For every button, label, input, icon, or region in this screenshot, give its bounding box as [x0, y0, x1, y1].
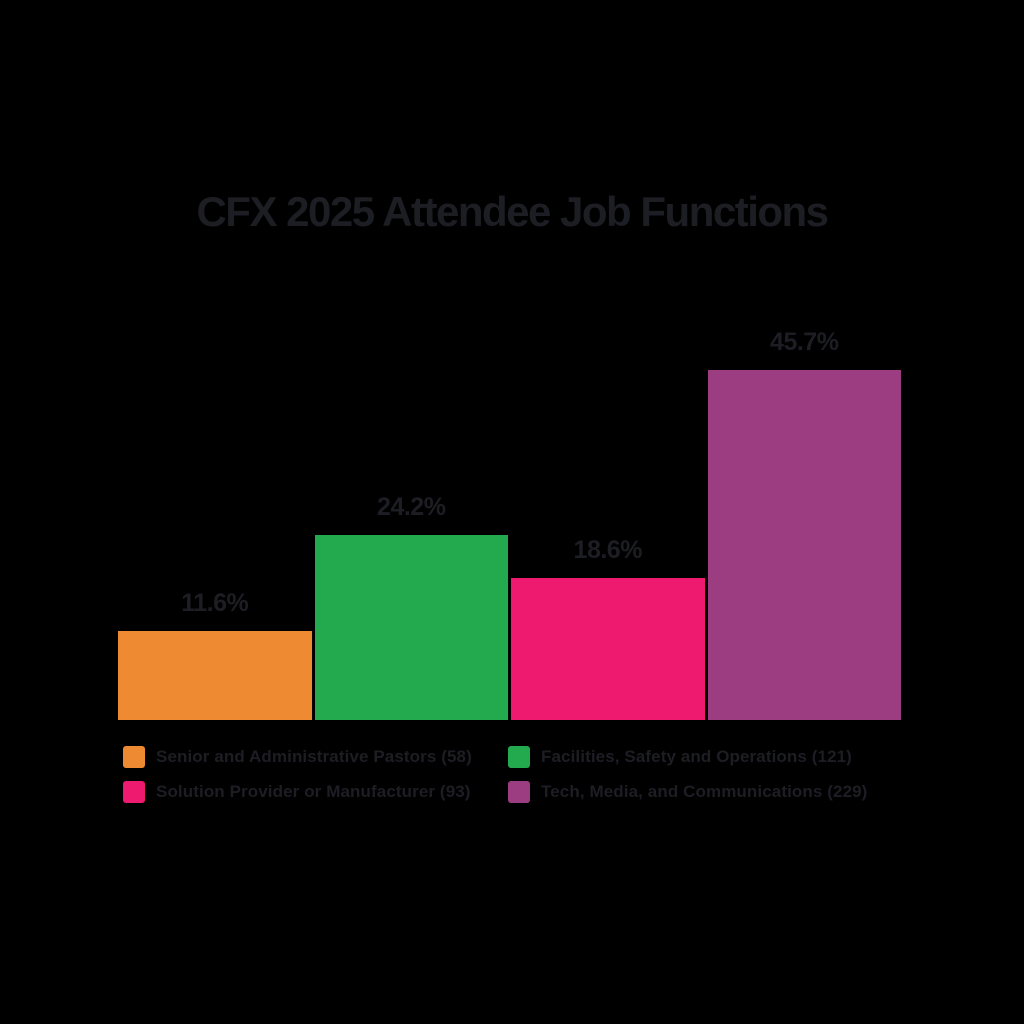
bar-group-solution-provider-manufacturer: 18.6% [511, 100, 705, 720]
bar-group-tech-media-communications: 45.7% [707, 100, 901, 720]
bar-value-label: 45.7% [770, 328, 839, 356]
legend: Senior and Administrative Pastors (58) F… [123, 746, 913, 803]
legend-item-tech-media-communications: Tech, Media, and Communications (229) [508, 781, 913, 803]
legend-label: Senior and Administrative Pastors (58) [156, 747, 472, 766]
legend-label: Facilities, Safety and Operations (121) [541, 747, 852, 766]
bar-solution-provider-manufacturer [511, 578, 705, 720]
legend-swatch-pink-icon [123, 781, 145, 803]
page-title: CFX 2025 Attendee Job Functions [196, 188, 829, 235]
bar-value-label: 11.6% [181, 589, 249, 617]
bar-value-label: 24.2% [377, 493, 446, 521]
legend-swatch-purple-icon [508, 781, 530, 803]
legend-item-solution-provider-manufacturer: Solution Provider or Manufacturer (93) [123, 781, 508, 803]
bar-tech-media-communications [707, 370, 901, 720]
legend-swatch-orange-icon [123, 746, 145, 768]
legend-label: Solution Provider or Manufacturer (93) [156, 782, 471, 801]
legend-label: Tech, Media, and Communications (229) [541, 782, 868, 801]
bar-chart: 11.6% 24.2% 18.6% 45.7% [118, 100, 901, 720]
bar-group-facilities-safety-operations: 24.2% [314, 100, 508, 720]
bar-facilities-safety-operations [314, 535, 508, 720]
bar-group-senior-administrative-pastors: 11.6% [118, 100, 312, 720]
bar-senior-administrative-pastors [118, 631, 312, 720]
legend-item-facilities-safety-operations: Facilities, Safety and Operations (121) [508, 746, 913, 768]
legend-item-senior-administrative-pastors: Senior and Administrative Pastors (58) [123, 746, 508, 768]
legend-swatch-green-icon [508, 746, 530, 768]
bar-value-label: 18.6% [573, 536, 643, 564]
